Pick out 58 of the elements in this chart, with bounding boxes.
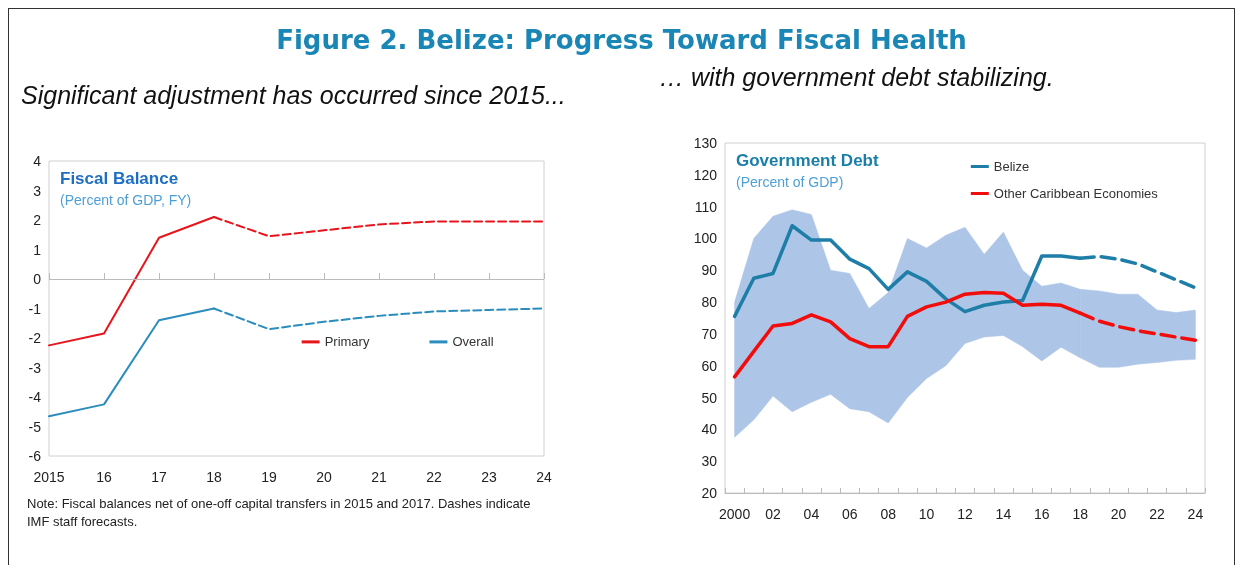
y-tick-label: 110 — [694, 198, 718, 215]
x-tick-label: 24 — [536, 469, 552, 485]
x-tick-label: 08 — [880, 506, 897, 522]
y-tick-label: 4 — [33, 153, 42, 169]
y-tick-label: 30 — [701, 453, 718, 470]
text: … with government debt stabilizing. — [659, 63, 1054, 92]
x-tick-label: 23 — [481, 469, 497, 485]
y-tick-label: 70 — [701, 325, 718, 342]
x-tick-label: 20 — [1110, 506, 1127, 522]
text: Note: Fiscal balances net of one-off capital transfers in 2015 and 2017. Dashes indicate IMF staff forecasts. — [27, 495, 532, 531]
y-tick-label: 40 — [701, 421, 718, 438]
x-tick-label: 18 — [1072, 506, 1089, 522]
y-tick-label: 20 — [701, 485, 718, 501]
legend-label: Other Caribbean Economies — [993, 186, 1159, 201]
text: Government Debt — [736, 151, 879, 170]
y-tick-label: 0 — [33, 271, 42, 287]
x-tick-label: 18 — [206, 469, 222, 485]
y-tick-label: -5 — [28, 418, 42, 435]
x-tick-label: 20 — [316, 469, 332, 485]
y-tick-label: 3 — [33, 182, 42, 199]
x-tick-label: 12 — [957, 506, 973, 522]
y-tick-label: -2 — [28, 330, 42, 346]
text: (Percent of GDP, FY) — [60, 192, 192, 208]
y-tick-label: 100 — [693, 230, 718, 247]
y-tick-label: 60 — [701, 357, 718, 374]
legend-label: Belize — [993, 159, 1030, 174]
y-tick-label: 90 — [701, 262, 718, 279]
text: Significant adjustment has occurred since 2015... — [21, 81, 566, 110]
text: (Percent of GDP) — [736, 174, 844, 190]
text: Fiscal Balance — [60, 169, 179, 188]
y-tick-label: -1 — [28, 300, 42, 317]
y-tick-label: -4 — [28, 389, 42, 405]
x-tick-label: 16 — [1034, 506, 1050, 522]
x-tick-label: 24 — [1187, 506, 1204, 522]
x-tick-label: 04 — [803, 506, 820, 522]
x-tick-label: 17 — [151, 469, 167, 485]
y-tick-label: 120 — [693, 166, 718, 183]
x-tick-label: 14 — [995, 506, 1012, 522]
x-tick-label: 06 — [842, 506, 858, 522]
y-tick-label: 50 — [701, 389, 718, 406]
x-tick-label: 22 — [426, 469, 442, 485]
x-tick-label: 21 — [371, 469, 387, 485]
x-tick-label: 19 — [261, 469, 277, 485]
y-tick-label: 80 — [701, 294, 718, 311]
x-tick-label: 2000 — [719, 506, 751, 522]
legend-label: Overall — [452, 334, 494, 350]
y-tick-label: 130 — [693, 135, 718, 151]
legend-label: Primary — [324, 334, 370, 350]
y-tick-label: -6 — [28, 448, 42, 464]
x-tick-label: 16 — [96, 469, 112, 485]
x-tick-label: 22 — [1149, 506, 1165, 522]
caption: Figure 2. Belize: Progress Toward Fiscal Health — [275, 25, 968, 55]
x-tick-label: 10 — [918, 506, 935, 522]
y-tick-label: 2 — [33, 212, 42, 228]
y-tick-label: 1 — [33, 241, 42, 258]
x-tick-label: 02 — [765, 506, 781, 522]
y-tick-label: -3 — [28, 359, 42, 376]
x-tick-label: 2015 — [33, 469, 65, 485]
